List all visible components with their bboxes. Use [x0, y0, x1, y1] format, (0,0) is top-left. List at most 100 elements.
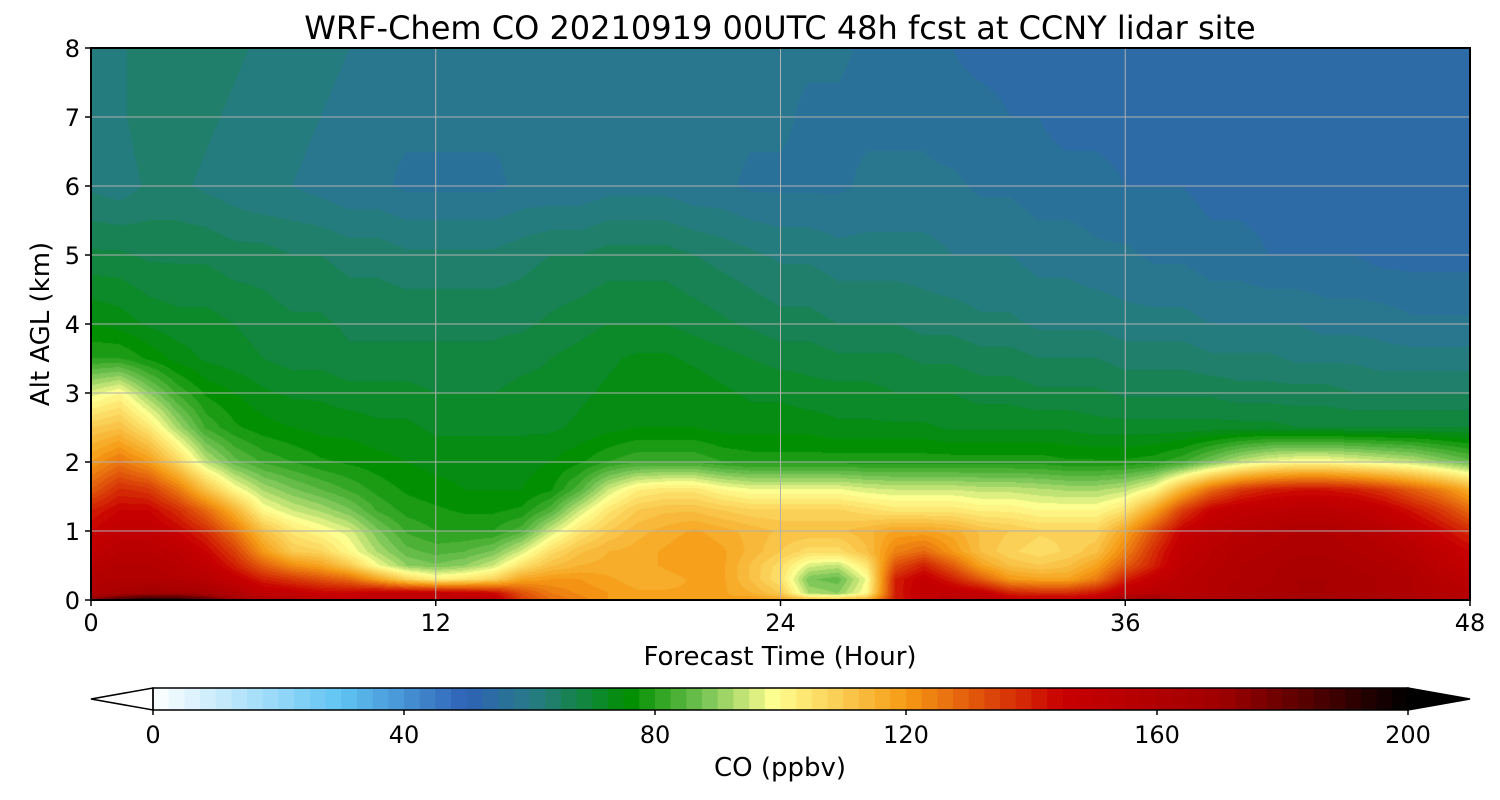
colorbar-cell [733, 688, 750, 710]
y-axis-ticks: 0 1 2 3 4 5 6 7 8 [65, 35, 91, 615]
colorbar-cell [356, 688, 374, 710]
colorbar-cell [153, 688, 170, 710]
y-tick-label: 0 [65, 587, 80, 615]
colorbar-cell [717, 688, 735, 710]
colorbar-extend-high [1407, 687, 1471, 711]
colorbar-cell [513, 688, 531, 710]
colorbar-cell [1125, 688, 1142, 710]
colorbar-cell [1313, 688, 1331, 710]
colorbar-cell [1157, 688, 1174, 710]
colorbar-tick-label: 200 [1385, 721, 1431, 749]
colorbar-cell [686, 688, 703, 710]
colorbar-cell [1266, 688, 1284, 710]
colorbar-cell [404, 688, 421, 710]
plot-grid [91, 48, 1470, 600]
colorbar-tick-label: 0 [145, 721, 160, 749]
colorbar-cell [843, 688, 860, 710]
colorbar-frame [152, 687, 1409, 711]
colorbar-ticks: 0 40 80 120 160 200 [145, 710, 1431, 749]
y-tick-label: 4 [65, 311, 80, 339]
colorbar-cell [1251, 688, 1268, 710]
colorbar-cell [1219, 688, 1237, 710]
colorbar-cell [764, 688, 782, 710]
colorbar-cell [1062, 688, 1080, 710]
colorbar-cell [247, 688, 264, 710]
colorbar-cell [341, 688, 358, 710]
colorbar-cell [168, 688, 185, 710]
y-tick-label: 5 [65, 242, 80, 270]
y-tick-label: 3 [65, 380, 80, 408]
colorbar-cell [435, 688, 452, 710]
colorbar-cell [576, 688, 593, 710]
colorbar-cell [968, 688, 986, 710]
x-axis-label: Forecast Time (Hour) [643, 642, 916, 672]
colorbar-tick-label: 80 [640, 721, 671, 749]
y-tick-label: 8 [65, 35, 80, 63]
colorbar-cell [1094, 688, 1111, 710]
colorbar-extend-low [90, 687, 154, 711]
colorbar-cell [309, 688, 327, 710]
colorbar-cell [780, 688, 797, 710]
colorbar-cell [655, 688, 672, 710]
colorbar-tick-label: 160 [1134, 721, 1180, 749]
colorbar-cell [1000, 688, 1017, 710]
colorbar-cell [498, 688, 515, 710]
colorbar-cell [262, 688, 280, 710]
colorbar-cell [451, 688, 468, 710]
colorbar-cell [372, 688, 389, 710]
colorbar-cell [811, 688, 829, 710]
colorbar-cell [1172, 688, 1189, 710]
colorbar-cell [607, 688, 625, 710]
colorbar-cell [545, 688, 562, 710]
colorbar-cell [796, 688, 813, 710]
colorbar-color-scale [153, 688, 1409, 710]
colorbar-cell [1109, 688, 1127, 710]
colorbar-cell [1345, 688, 1362, 710]
colorbar-cell [953, 688, 970, 710]
colorbar-cell [592, 688, 609, 710]
colorbar-cell [1392, 688, 1409, 710]
colorbar-cell [231, 688, 248, 710]
colorbar-cell [388, 688, 405, 710]
y-axis-label: Alt AGL (km) [26, 242, 56, 406]
x-tick-label: 12 [420, 609, 451, 637]
colorbar-cell [623, 688, 640, 710]
colorbar-cell [482, 688, 499, 710]
colorbar-cell [702, 688, 719, 710]
colorbar-cell [1015, 688, 1033, 710]
x-tick-label: 24 [765, 609, 796, 637]
colorbar-cell [874, 688, 891, 710]
colorbar-tick-label: 120 [883, 721, 929, 749]
colorbar-cell [937, 688, 954, 710]
colorbar-cell [1141, 688, 1158, 710]
colorbar-cell [890, 688, 907, 710]
colorbar-cell [560, 688, 578, 710]
y-tick-label: 2 [65, 449, 80, 477]
colorbar-cell [294, 688, 311, 710]
x-axis-ticks: 0 12 24 36 48 [83, 600, 1485, 637]
colorbar-cell [466, 688, 484, 710]
colorbar-cell [1298, 688, 1315, 710]
chart-title: WRF-Chem CO 20210919 00UTC 48h fcst at C… [304, 9, 1255, 47]
colorbar-cell [278, 688, 295, 710]
colorbar-label: CO (ppbv) [714, 753, 846, 783]
colorbar-cell [670, 688, 687, 710]
colorbar-cell [419, 688, 436, 710]
x-tick-label: 0 [83, 609, 98, 637]
colorbar-cell [749, 688, 766, 710]
colorbar-cell [1078, 688, 1095, 710]
colorbar-cell [325, 688, 342, 710]
colorbar-cell [984, 688, 1001, 710]
colorbar-tick-label: 40 [389, 721, 420, 749]
colorbar-cell [200, 688, 217, 710]
colorbar-cell [1204, 688, 1221, 710]
colorbar-cell [639, 688, 656, 710]
colorbar-cell [1031, 688, 1048, 710]
colorbar-cell [1376, 688, 1393, 710]
x-tick-label: 48 [1455, 609, 1486, 637]
colorbar-cell [1188, 688, 1205, 710]
y-tick-label: 1 [65, 518, 80, 546]
colorbar-cell [827, 688, 844, 710]
colorbar-cell [184, 688, 201, 710]
